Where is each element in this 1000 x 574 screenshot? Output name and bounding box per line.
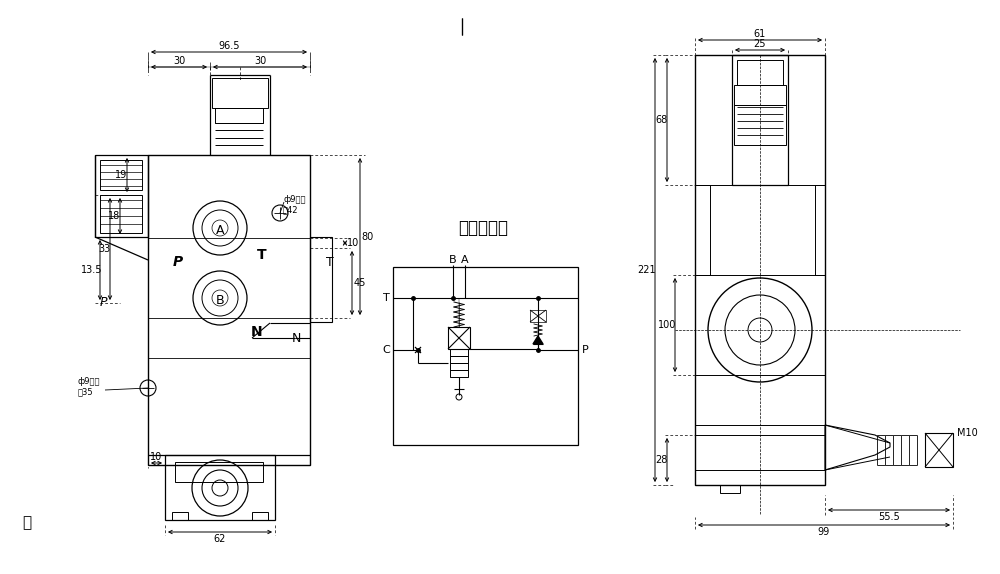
- Text: 96.5: 96.5: [218, 41, 240, 51]
- Text: T: T: [257, 248, 267, 262]
- Text: 25: 25: [754, 39, 766, 49]
- Text: 221: 221: [638, 265, 656, 275]
- Text: 13.5: 13.5: [81, 265, 103, 275]
- Bar: [215, 108, 263, 123]
- Text: 80: 80: [362, 231, 374, 242]
- Text: 19: 19: [115, 170, 127, 180]
- Bar: [252, 512, 268, 520]
- Text: B: B: [449, 255, 457, 265]
- Text: 62: 62: [214, 534, 226, 544]
- Bar: [175, 462, 263, 482]
- Bar: [172, 512, 188, 520]
- Text: 高35: 高35: [78, 387, 94, 397]
- Text: T: T: [326, 255, 334, 269]
- Bar: [393, 267, 578, 445]
- Text: 30: 30: [173, 56, 185, 66]
- Text: 液压原理图: 液压原理图: [458, 219, 508, 237]
- Text: 10: 10: [150, 452, 163, 462]
- Text: ф9通孔: ф9通孔: [78, 378, 100, 386]
- Text: 18: 18: [108, 211, 120, 221]
- Text: 记: 记: [22, 515, 31, 530]
- Text: 高42: 高42: [283, 205, 298, 215]
- Bar: [310, 237, 332, 322]
- Text: 99: 99: [818, 527, 830, 537]
- Text: 68: 68: [655, 115, 667, 125]
- Bar: [530, 310, 546, 322]
- Text: 33: 33: [98, 244, 110, 254]
- Bar: [732, 55, 788, 185]
- Bar: [734, 105, 786, 145]
- Bar: [450, 370, 468, 377]
- Text: 30: 30: [254, 56, 266, 66]
- Text: A: A: [216, 223, 224, 236]
- Text: C: C: [382, 345, 390, 355]
- Text: 55.5: 55.5: [878, 512, 900, 522]
- Bar: [695, 55, 825, 485]
- Polygon shape: [533, 336, 543, 344]
- Text: 100: 100: [658, 320, 676, 330]
- Text: P: P: [173, 255, 183, 269]
- Bar: [925, 433, 953, 467]
- Bar: [734, 85, 786, 105]
- Text: 61: 61: [754, 29, 766, 39]
- Bar: [100, 195, 142, 233]
- Text: T: T: [383, 293, 390, 303]
- Text: 28: 28: [655, 455, 667, 465]
- Bar: [450, 349, 468, 356]
- Text: P: P: [99, 297, 107, 309]
- Bar: [100, 160, 142, 190]
- Bar: [448, 327, 470, 349]
- Bar: [450, 363, 468, 370]
- Text: M10: M10: [957, 428, 978, 438]
- Text: ф9通孔: ф9通孔: [283, 196, 306, 204]
- Text: N: N: [251, 325, 263, 339]
- Bar: [450, 356, 468, 363]
- Text: B: B: [216, 293, 224, 307]
- Bar: [95, 155, 148, 237]
- Text: 45: 45: [354, 278, 366, 288]
- Text: A: A: [461, 255, 469, 265]
- Bar: [720, 485, 740, 493]
- Text: P: P: [582, 345, 589, 355]
- Bar: [165, 455, 275, 520]
- Text: 10: 10: [347, 238, 359, 248]
- Bar: [212, 78, 268, 108]
- Text: N: N: [291, 332, 301, 344]
- Bar: [737, 60, 783, 85]
- Bar: [148, 155, 310, 465]
